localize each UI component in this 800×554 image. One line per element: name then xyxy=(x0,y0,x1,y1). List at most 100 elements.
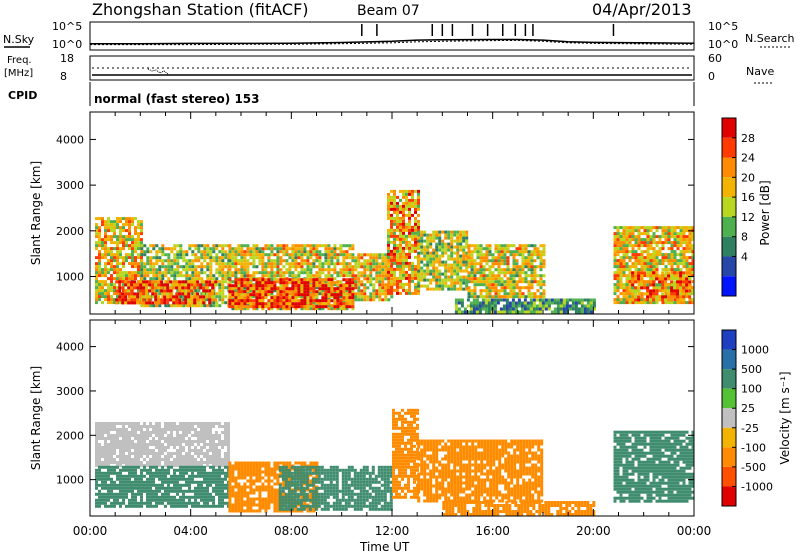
heatmap-cell xyxy=(246,244,250,248)
heatmap-cell xyxy=(145,289,149,293)
heatmap-cell xyxy=(134,461,137,464)
heatmap-cell xyxy=(306,284,310,288)
heatmap-cell xyxy=(249,250,253,254)
heatmap-cell xyxy=(152,247,156,251)
heatmap-cell xyxy=(273,289,277,293)
heatmap-cell xyxy=(414,276,417,280)
heatmap-cell xyxy=(518,292,522,296)
heatmap-cell xyxy=(685,301,689,305)
station-title: Zhongshan Station (fitACF) xyxy=(92,0,309,19)
heatmap-cell xyxy=(252,244,256,248)
heatmap-cell xyxy=(178,280,182,284)
heatmap-cell xyxy=(384,262,388,266)
heatmap-cell xyxy=(110,422,113,425)
heatmap-cell xyxy=(628,244,632,248)
heatmap-cell xyxy=(104,268,107,272)
heatmap-cell xyxy=(637,268,641,272)
heatmap-cell xyxy=(267,274,271,278)
heatmap-cell xyxy=(134,265,137,269)
heatmap-cell xyxy=(348,296,352,300)
heatmap-cell xyxy=(539,268,543,272)
heatmap-cell xyxy=(128,226,131,230)
heatmap-cell xyxy=(104,235,107,239)
heatmap-cell xyxy=(652,295,656,299)
heatmap-cell xyxy=(476,268,480,272)
heatmap-cell xyxy=(450,251,454,255)
heatmap-cell xyxy=(661,286,665,290)
heatmap-cell xyxy=(246,289,250,293)
heatmap-cell xyxy=(157,301,161,305)
heatmap-cell xyxy=(476,253,480,257)
heatmap-cell xyxy=(246,247,250,251)
heatmap-cell xyxy=(152,295,156,299)
heatmap-cell xyxy=(309,304,313,308)
heatmap-cell xyxy=(149,425,152,428)
heatmap-cell xyxy=(622,244,626,248)
heatmap-cell xyxy=(270,296,274,300)
heatmap-cell xyxy=(255,265,259,269)
heatmap-cell xyxy=(128,238,131,242)
heatmap-cell xyxy=(197,274,201,278)
heatmap-cell xyxy=(688,274,692,278)
heatmap-cell xyxy=(270,299,274,303)
heatmap-cell xyxy=(261,262,265,266)
heatmap-cell xyxy=(134,443,137,446)
heatmap-cell xyxy=(664,292,668,296)
heatmap-cell xyxy=(113,226,116,230)
heatmap-cell xyxy=(521,268,525,272)
heatmap-cell xyxy=(149,259,153,263)
heatmap-cell xyxy=(661,247,665,251)
heatmap-cell xyxy=(234,296,238,300)
heatmap-cell xyxy=(211,286,215,290)
heatmap-cell xyxy=(179,446,182,449)
heatmap-cell xyxy=(139,283,143,287)
heatmap-cell xyxy=(218,271,222,275)
heatmap-cell xyxy=(661,232,665,236)
heatmap-cell xyxy=(679,301,683,305)
heatmap-cell xyxy=(512,271,516,275)
heatmap-cell xyxy=(631,295,635,299)
heatmap-cell xyxy=(670,232,674,236)
freq-label-2: [MHz] xyxy=(4,68,33,79)
heatmap-cell xyxy=(107,498,110,502)
heatmap-cell xyxy=(387,259,391,263)
heatmap-cell xyxy=(444,266,448,270)
heatmap-cell xyxy=(547,301,551,305)
heatmap-cell xyxy=(646,274,650,278)
heatmap-cell xyxy=(476,283,480,287)
heatmap-cell xyxy=(107,464,110,467)
heatmap-cell xyxy=(95,468,98,472)
heatmap-cell xyxy=(411,234,414,238)
heatmap-cell xyxy=(517,310,521,314)
heatmap-cell xyxy=(473,265,477,269)
heatmap-cell xyxy=(161,262,165,266)
heatmap-cell xyxy=(414,237,417,241)
heatmap-cell xyxy=(188,437,191,440)
heatmap-cell xyxy=(631,283,635,287)
heatmap-cell xyxy=(366,298,370,302)
heatmap-cell xyxy=(188,443,191,446)
heatmap-cell xyxy=(119,422,122,425)
heatmap-cell xyxy=(348,256,352,260)
heatmap-cell xyxy=(206,277,210,281)
heatmap-cell xyxy=(523,307,527,311)
heatmap-cell xyxy=(155,262,159,266)
heatmap-cell xyxy=(414,219,417,223)
heatmap-cell xyxy=(619,247,623,251)
heatmap-cell xyxy=(312,250,316,254)
heatmap-cell xyxy=(190,298,194,302)
heatmap-cell xyxy=(167,259,171,263)
heatmap-cell xyxy=(453,278,457,282)
heatmap-cell xyxy=(194,274,198,278)
heatmap-cell xyxy=(137,256,140,260)
heatmap-cell xyxy=(116,238,119,242)
heatmap-cell xyxy=(667,268,671,272)
heatmap-cell xyxy=(218,458,221,461)
heatmap-cell xyxy=(122,238,125,242)
heatmap-cell xyxy=(435,275,439,279)
heatmap-cell xyxy=(107,253,110,257)
heatmap-cell xyxy=(240,256,244,260)
heatmap-cell xyxy=(637,283,641,287)
heatmap-cell xyxy=(324,244,328,248)
heatmap-cell xyxy=(476,277,480,281)
